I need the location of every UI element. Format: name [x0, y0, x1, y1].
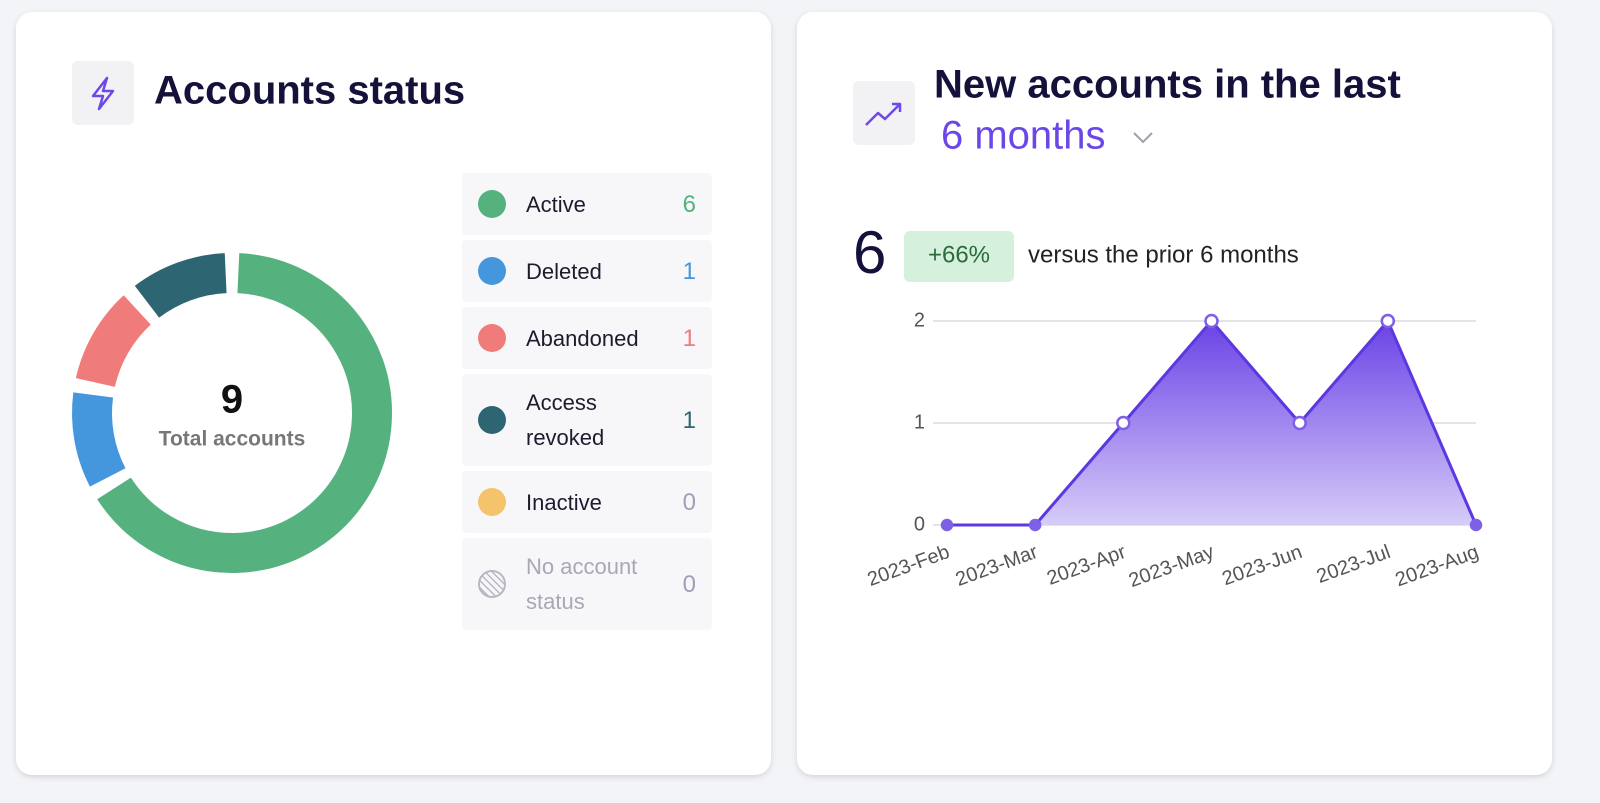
point: [1380, 313, 1396, 329]
y-tick-label: 2: [914, 309, 925, 331]
period-select[interactable]: 6 months: [941, 114, 1106, 158]
donut-segment: [134, 253, 228, 319]
legend-swatch: [478, 406, 506, 434]
bolt-icon: [91, 76, 115, 111]
legend-label: Inactive: [526, 489, 602, 515]
card-title: Accounts status: [154, 69, 465, 113]
total-value: 9: [221, 378, 243, 422]
legend-item: No account status 0: [462, 538, 712, 630]
point: [1469, 518, 1483, 532]
point: [1028, 518, 1042, 532]
legend-swatch: [478, 257, 506, 285]
legend-count: 1: [682, 324, 696, 352]
trend-icon: [865, 102, 902, 126]
legend-label: Access revoked: [526, 390, 605, 450]
x-tick-label: 2023-Jun: [1219, 541, 1305, 590]
icon-box: [72, 61, 134, 125]
x-tick-label: 2023-Feb: [865, 541, 953, 591]
point: [1116, 415, 1131, 431]
legend-count: 0: [682, 488, 696, 516]
x-tick-label: 2023-Mar: [953, 541, 1041, 591]
total-label: Total accounts: [159, 428, 306, 451]
legend-swatch: [478, 324, 506, 352]
y-tick-label: 1: [914, 411, 925, 433]
x-tick-label: 2023-May: [1126, 541, 1217, 592]
legend-count: 1: [682, 257, 696, 285]
legend-count: 0: [682, 570, 696, 598]
comparison-text: versus the prior 6 months: [1028, 241, 1299, 268]
legend-count: 6: [682, 190, 696, 218]
legend: Active 6 Deleted 1 Abandoned 1 Access revoked 1…: [462, 173, 712, 630]
total-value: 6: [853, 219, 886, 286]
legend-item: Access revoked 1: [462, 374, 712, 466]
legend-label: Active: [526, 191, 586, 217]
point: [940, 518, 954, 532]
legend-count: 1: [682, 406, 696, 434]
legend-item: Inactive 0: [462, 471, 712, 533]
x-tick-label: 2023-Jul: [1314, 541, 1394, 588]
chevron[interactable]: [1133, 132, 1153, 144]
legend-item: Abandoned 1: [462, 307, 712, 369]
donut-segment: [72, 392, 126, 487]
y-tick-label: 0: [914, 513, 925, 535]
donut-segment: [75, 295, 152, 388]
donut-segment: [97, 253, 392, 573]
icon-box: [853, 81, 915, 145]
legend-item: Active 6: [462, 173, 712, 235]
legend-swatch: [478, 488, 506, 516]
point: [1204, 313, 1219, 329]
change-badge: [904, 231, 1014, 282]
legend-item: Deleted 1: [462, 240, 712, 302]
legend-label: No account status: [526, 554, 638, 614]
legend-swatch: [478, 190, 506, 218]
card-title: New accounts in the last: [934, 63, 1401, 107]
legend-swatch: [478, 570, 506, 598]
change-text: +66%: [928, 241, 990, 268]
legend-label: Deleted: [526, 258, 602, 284]
legend-label: Abandoned: [526, 325, 639, 351]
x-tick-label: 2023-Apr: [1044, 541, 1129, 590]
x-tick-label: 2023-Aug: [1392, 541, 1481, 591]
point: [1292, 415, 1307, 431]
